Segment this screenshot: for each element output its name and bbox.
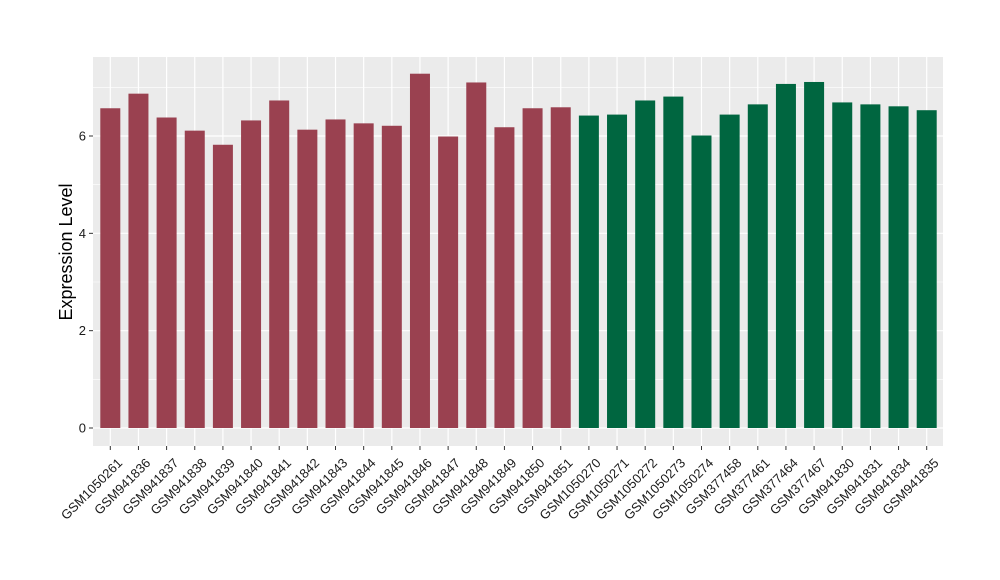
bar-GSM941837 <box>156 117 177 429</box>
bar-GSM941835 <box>916 110 937 428</box>
bar-GSM941843 <box>325 119 346 428</box>
bar-GSM1050273 <box>663 96 684 428</box>
bar-GSM1050274 <box>691 135 712 428</box>
bar-GSM941846 <box>409 73 430 428</box>
bar-GSM941836 <box>128 93 149 428</box>
bar-GSM1050270 <box>578 115 599 428</box>
bar-GSM941847 <box>438 136 459 428</box>
bar-GSM1050261 <box>100 108 121 428</box>
bar-GSM941834 <box>888 106 909 429</box>
y-tick-label: 4 <box>79 226 86 241</box>
bar-GSM941850 <box>522 108 543 428</box>
bar-GSM377458 <box>719 114 740 428</box>
y-axis-title: Expression Level <box>56 183 76 320</box>
bar-GSM941839 <box>212 144 233 428</box>
bar-GSM941851 <box>550 107 571 428</box>
bar-GSM941845 <box>381 125 402 428</box>
bar-GSM941849 <box>494 127 515 429</box>
bar-GSM377467 <box>804 81 825 428</box>
bar-GSM941830 <box>832 102 853 429</box>
y-tick-label: 6 <box>79 129 86 144</box>
plot-panel <box>93 57 943 446</box>
bar-GSM941848 <box>466 82 487 428</box>
bar-GSM1050271 <box>607 114 628 428</box>
bar-GSM941840 <box>241 120 262 428</box>
y-tick-label: 2 <box>79 323 86 338</box>
y-axis: 0 2 4 6 <box>79 129 93 436</box>
bar-GSM941844 <box>353 123 374 428</box>
bar-GSM1050272 <box>635 100 656 429</box>
y-tick-label: 0 <box>79 421 86 436</box>
x-axis: GSM1050261GSM941836GSM941837GSM941838GSM… <box>58 446 942 523</box>
bar-GSM941838 <box>184 130 205 428</box>
bar-GSM941841 <box>269 100 290 429</box>
bar-GSM941831 <box>860 104 881 428</box>
bars <box>100 73 937 429</box>
bar-GSM377464 <box>775 83 796 428</box>
bar-GSM377461 <box>747 104 768 428</box>
bar-GSM941842 <box>297 129 318 428</box>
